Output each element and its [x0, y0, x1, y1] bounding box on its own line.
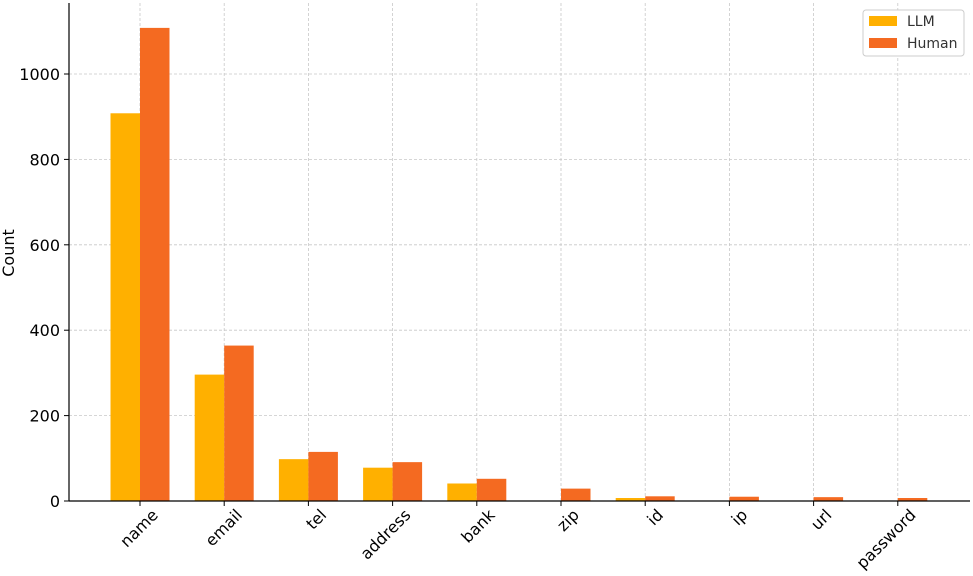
- bar-human-url: [813, 497, 844, 501]
- bar-llm-name: [110, 113, 140, 501]
- bar-llm-bank: [447, 483, 477, 501]
- x-tick-label: password: [852, 505, 919, 572]
- y-tick-label: 1000: [19, 65, 60, 84]
- y-axis-title: Count: [0, 229, 18, 277]
- axes: [68, 3, 970, 502]
- x-tick-label: email: [201, 505, 246, 550]
- bar-human-name: [140, 27, 170, 501]
- legend: LLM Human: [862, 9, 965, 57]
- x-tick-label: id: [643, 505, 667, 529]
- bar-human-tel: [308, 451, 338, 501]
- y-ticks: 0 200 400 600 800 1000: [19, 65, 69, 511]
- x-tick-label: zip: [553, 505, 583, 535]
- bar-llm-email: [194, 374, 225, 501]
- bar-human-ip: [729, 496, 759, 501]
- x-tick-label: url: [807, 505, 835, 533]
- x-tick-label: bank: [457, 505, 499, 547]
- legend-swatch-llm: [869, 16, 897, 26]
- y-tick-label: 0: [50, 492, 60, 511]
- bars: [110, 27, 928, 501]
- bar-human-bank: [476, 478, 507, 501]
- y-tick-label: 400: [29, 321, 60, 340]
- legend-swatch-human: [869, 38, 897, 48]
- bar-human-zip: [561, 488, 591, 501]
- x-tick-label: address: [357, 505, 415, 563]
- bar-llm-address: [363, 467, 393, 501]
- bar-human-email: [224, 345, 254, 501]
- y-tick-label: 600: [29, 236, 60, 255]
- bar-human-password: [897, 498, 928, 501]
- x-tick-label: name: [116, 505, 162, 551]
- bar-llm-id: [615, 498, 646, 501]
- bar-human-id: [645, 496, 675, 501]
- y-tick-label: 200: [29, 407, 60, 426]
- x-ticks: name email tel address bank zip id ip url passwor…: [116, 501, 920, 573]
- x-tick-label: tel: [302, 505, 330, 533]
- x-tick-label: ip: [727, 505, 751, 529]
- legend-label-llm: LLM: [907, 14, 935, 30]
- y-tick-label: 800: [29, 150, 60, 169]
- bar-llm-tel: [278, 459, 309, 501]
- bar-human-address: [392, 462, 423, 501]
- legend-label-human: Human: [907, 36, 958, 52]
